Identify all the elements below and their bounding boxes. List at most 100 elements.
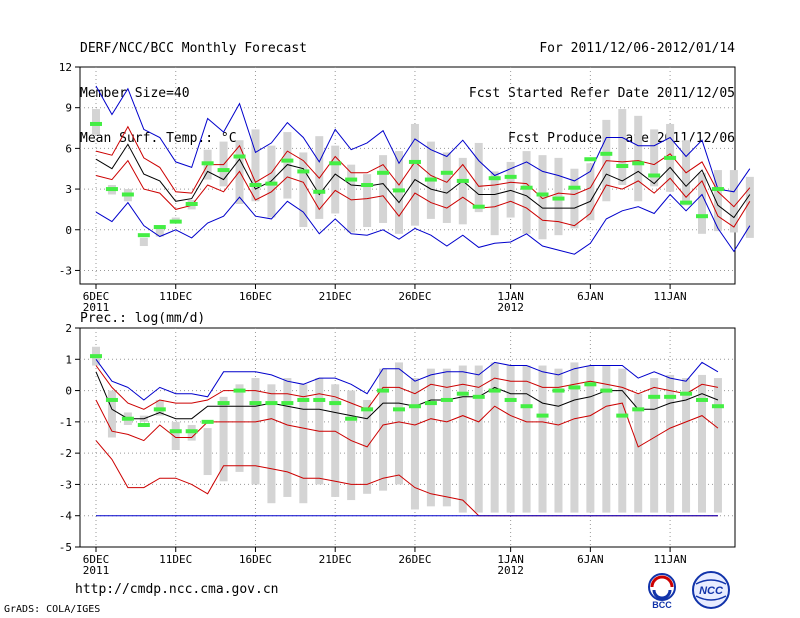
plot-frame (79, 327, 736, 548)
median-marker (233, 154, 246, 159)
spread-box (522, 151, 531, 234)
median-marker (329, 161, 342, 166)
median-marker (377, 388, 390, 393)
x-tick-label: 16DEC (239, 290, 272, 303)
median-marker (424, 177, 437, 182)
spread-box (506, 365, 515, 513)
median-marker (217, 168, 230, 173)
spread-box (379, 368, 388, 491)
spread-box (410, 378, 419, 510)
spread-box (490, 171, 499, 236)
spread-box (379, 155, 388, 223)
median-marker (361, 182, 374, 187)
median-marker (680, 391, 693, 396)
spread-box (650, 129, 659, 187)
x-tick-label: 21DEC (319, 553, 352, 566)
median-marker (345, 416, 358, 421)
y-tick-label: -2 (59, 447, 72, 460)
x-tick-label: 1JAN (497, 553, 524, 566)
x-tick-label: 1JAN (497, 290, 524, 303)
x-tick-sublabel: 2011 (83, 301, 110, 314)
median-marker (313, 189, 326, 194)
spread-box (267, 384, 276, 504)
x-tick-label: 21DEC (319, 290, 352, 303)
median-marker (90, 121, 102, 126)
median-marker (361, 407, 374, 412)
forecast-started: Fcst Started Refer Date 2011/12/05 (468, 86, 735, 101)
spread-box (283, 378, 292, 497)
spread-box (698, 374, 706, 513)
median-marker (249, 182, 262, 187)
median-marker (711, 404, 724, 409)
spread-box (395, 151, 403, 234)
series-q25-line (95, 399, 719, 448)
x-tick-label: 6JAN (577, 290, 604, 303)
median-marker (568, 385, 581, 390)
spread-box (442, 152, 451, 223)
ncc-logo: NCC (692, 571, 730, 609)
median-marker (504, 397, 517, 402)
median-marker (600, 388, 613, 393)
series-mean-line (95, 371, 719, 420)
spread-box (299, 152, 308, 228)
median-marker (568, 185, 581, 190)
series-max-line (95, 359, 719, 401)
spread-box (634, 115, 643, 202)
x-tick-label: 11JAN (654, 290, 687, 303)
median-marker (632, 161, 645, 166)
median-marker (408, 404, 421, 409)
spread-box (538, 155, 547, 240)
series-min-line (95, 193, 751, 255)
series-q25-line (95, 159, 751, 228)
y-tick-label: -4 (59, 510, 73, 523)
median-marker (424, 401, 437, 406)
y-tick-label: -1 (59, 416, 72, 429)
spread-box (713, 170, 722, 232)
x-tick-sublabel: 2012 (497, 301, 524, 314)
median-marker (169, 429, 182, 434)
median-marker (696, 214, 708, 219)
median-marker (696, 397, 708, 402)
panel-title: Prec.: log(mm/d) (80, 311, 205, 326)
median-marker (552, 388, 565, 393)
median-marker (345, 177, 358, 182)
y-tick-label: 1 (65, 353, 72, 366)
y-tick-label: -3 (59, 264, 72, 277)
y-tick-label: -5 (59, 541, 72, 554)
median-marker (440, 397, 453, 402)
spread-box (283, 132, 292, 199)
y-tick-label: 0 (65, 224, 72, 237)
spread-box (347, 390, 356, 501)
median-marker (456, 178, 469, 183)
spread-box (474, 365, 483, 513)
spread-box (618, 368, 627, 513)
median-marker (153, 225, 166, 230)
median-marker (265, 181, 278, 186)
median-marker (584, 382, 597, 387)
median-marker (600, 151, 613, 156)
median-marker (105, 187, 118, 192)
spread-box (92, 109, 100, 135)
median-marker (648, 173, 661, 178)
spread-box (698, 172, 706, 234)
median-marker (329, 401, 342, 406)
spread-box (586, 163, 595, 221)
y-tick-label: 9 (65, 102, 72, 115)
source-url[interactable]: http://cmdp.ncc.cma.gov.cn (75, 582, 279, 597)
spread-box (251, 378, 260, 485)
forecast-period: For 2011/12/06-2012/01/14 (539, 41, 735, 56)
median-marker (520, 404, 533, 409)
x-tick-label: 6JAN (577, 553, 604, 566)
ncc-logo-text: NCC (699, 585, 724, 597)
median-marker (137, 422, 150, 427)
median-marker (137, 233, 150, 238)
spread-box (570, 168, 579, 229)
spread-box (522, 365, 531, 513)
x-tick-label: 6DEC (83, 553, 110, 566)
median-marker (520, 185, 533, 190)
spread-box (650, 378, 659, 513)
member-size: Member Size=40 (80, 86, 190, 101)
spread-box (682, 378, 691, 513)
